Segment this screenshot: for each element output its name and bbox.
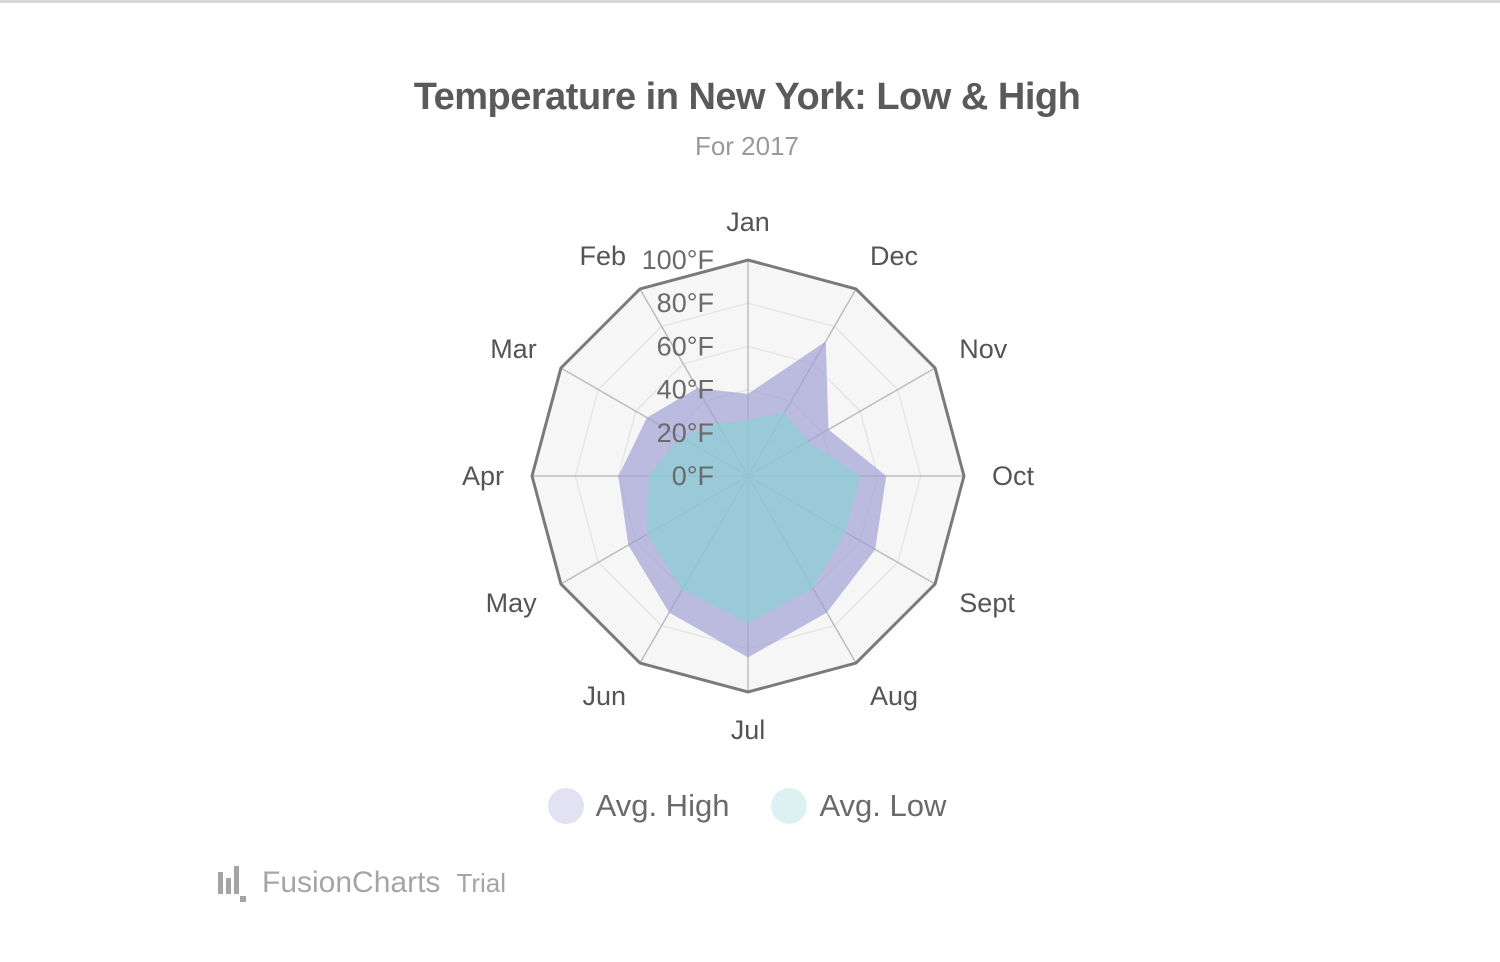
- category-label-jul: Jul: [731, 715, 766, 745]
- radial-tick-label: 20°F: [657, 418, 714, 448]
- legend: Avg. High Avg. Low: [0, 788, 1494, 824]
- category-label-may: May: [486, 588, 538, 618]
- radial-tick-label: 80°F: [657, 288, 714, 318]
- category-label-oct: Oct: [992, 461, 1035, 491]
- legend-label-avg-low: Avg. Low: [819, 788, 947, 823]
- category-label-dec: Dec: [870, 241, 918, 271]
- radial-tick-label: 100°F: [642, 245, 714, 275]
- radial-tick-label: 40°F: [657, 375, 714, 405]
- radial-tick-label: 0°F: [672, 461, 714, 491]
- chart-title: Temperature in New York: Low & High: [413, 76, 1081, 118]
- category-label-nov: Nov: [959, 334, 1008, 364]
- radar-outer-border: [530, 258, 966, 694]
- radial-tick-label: 60°F: [657, 331, 714, 361]
- fusioncharts-credit[interactable]: FusionCharts Trial: [216, 864, 506, 902]
- legend-swatch-avg-low: [771, 788, 808, 824]
- legend-item-avg-low[interactable]: Avg. Low: [771, 788, 946, 824]
- top-rule: [0, 0, 1500, 3]
- category-label-apr: Apr: [462, 461, 504, 491]
- chart-subtitle: For 2017: [694, 131, 800, 161]
- category-label-jun: Jun: [582, 681, 626, 711]
- category-label-mar: Mar: [490, 334, 537, 364]
- category-label-aug: Aug: [870, 681, 918, 711]
- fusioncharts-logo-icon: [218, 866, 246, 902]
- credit-brand: FusionCharts: [262, 866, 441, 899]
- credit-suffix: Trial: [456, 867, 506, 898]
- series-area-avg-low: [646, 412, 861, 623]
- legend-label-avg-high: Avg. High: [595, 788, 730, 823]
- category-label-jan: Jan: [726, 207, 770, 237]
- category-label-sept: Sept: [959, 588, 1015, 618]
- category-label-feb: Feb: [579, 241, 626, 271]
- legend-item-avg-high[interactable]: Avg. High: [547, 788, 730, 824]
- legend-swatch-avg-high: [547, 788, 584, 824]
